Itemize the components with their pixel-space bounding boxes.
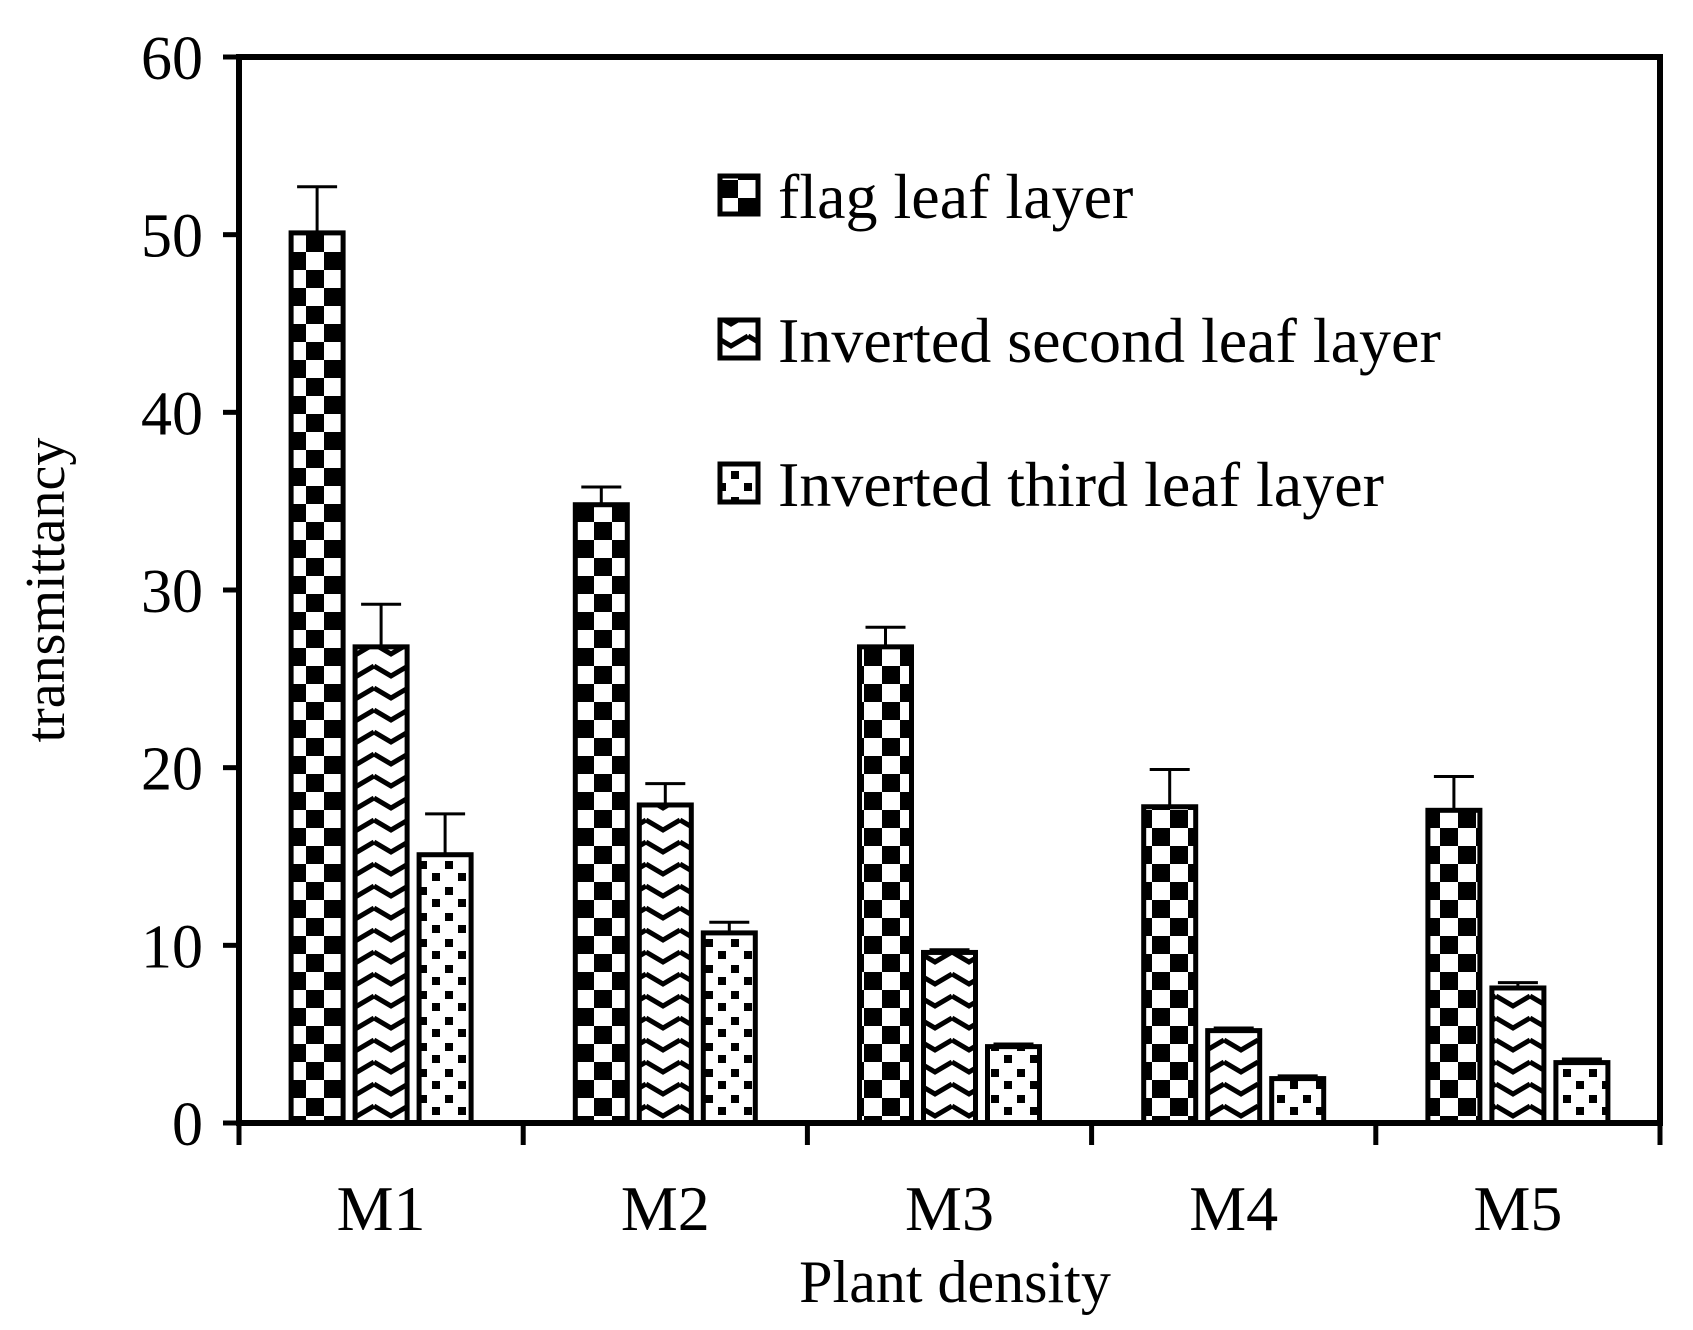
y-axis-title: transmittancy: [15, 438, 77, 743]
y-tick-label: 20: [141, 736, 203, 804]
y-tick-label: 10: [141, 913, 203, 981]
bar: [985, 1044, 1042, 1126]
x-tick-label: M2: [621, 1173, 710, 1244]
y-tick-label: 30: [141, 558, 203, 626]
bars-group: [288, 185, 1611, 1126]
legend-swatch: [717, 173, 761, 217]
bar: [1553, 1060, 1611, 1126]
bar: [636, 802, 694, 1126]
x-tick-label: M3: [905, 1173, 994, 1244]
bar: [416, 852, 474, 1126]
y-tick-label: 0: [172, 1091, 203, 1159]
x-tick-label: M1: [337, 1173, 426, 1244]
y-tick-label: 60: [141, 25, 203, 93]
bar: [1269, 1076, 1327, 1126]
plot-area-frame: [236, 54, 1663, 1126]
legend-label: flag leaf layer: [778, 161, 1133, 232]
legend-label: Inverted second leaf layer: [778, 305, 1441, 376]
legend-swatch: [717, 317, 761, 361]
bar: [572, 502, 630, 1126]
bar: [288, 230, 346, 1126]
bar: [352, 644, 410, 1126]
bar: [1141, 804, 1199, 1126]
bar: [1489, 985, 1547, 1126]
y-tick-label: 50: [141, 203, 203, 271]
x-tick-label: M5: [1473, 1173, 1562, 1244]
bar: [1205, 1028, 1263, 1126]
x-axis-title: Plant density: [799, 1249, 1111, 1315]
y-tick-label: 40: [141, 380, 203, 448]
bar: [921, 949, 978, 1126]
bar: [700, 930, 758, 1126]
x-tick-label: M4: [1189, 1173, 1278, 1244]
legend-swatch: [717, 461, 761, 505]
y-axis: 0 10 20 30 40 50 60: [141, 25, 239, 1159]
bar: [1425, 807, 1483, 1126]
legend: flag leaf layer Inverted second leaf laye…: [717, 161, 1441, 520]
bar: [857, 644, 914, 1126]
x-axis: M1 M2 M3 M4 M5: [236, 1123, 1663, 1244]
legend-label: Inverted third leaf layer: [778, 449, 1384, 520]
